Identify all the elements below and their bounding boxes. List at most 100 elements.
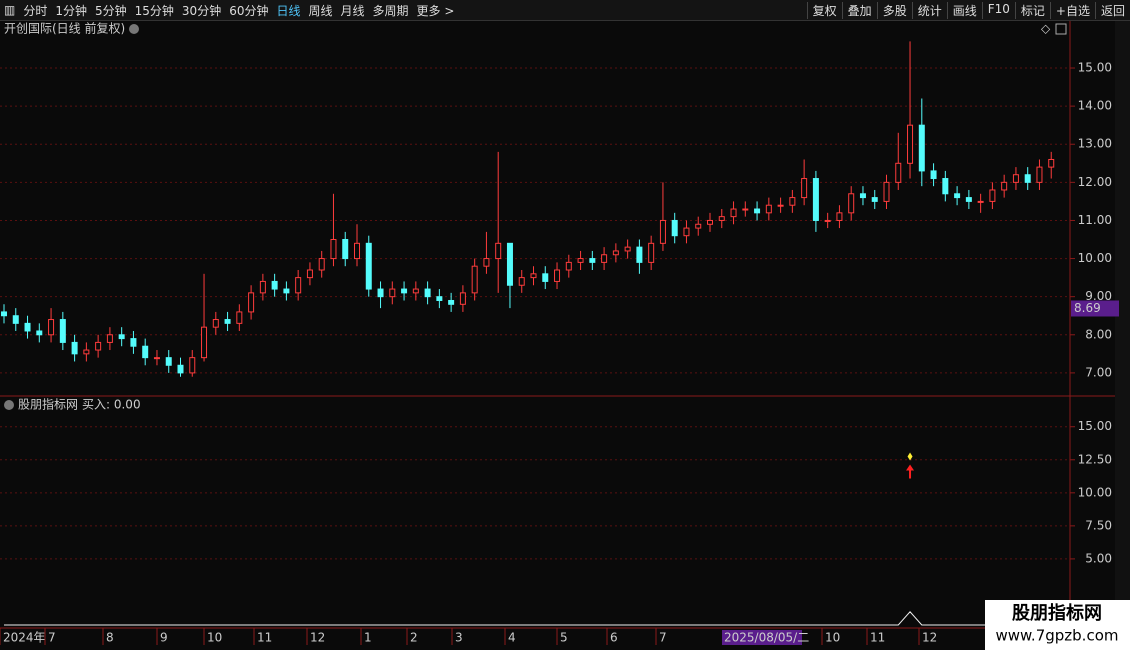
candle-body [165, 357, 172, 366]
tool-button[interactable]: 多股 [876, 1, 912, 19]
period-tab[interactable]: 30分钟 [181, 3, 222, 18]
date-label: 10 [825, 631, 840, 645]
candle-body [789, 197, 796, 206]
candle-body [377, 288, 384, 298]
candle-body [436, 296, 443, 301]
candle-body [1, 311, 7, 317]
candle-body [836, 212, 843, 221]
date-label: 5 [560, 631, 568, 645]
candle-body [1012, 174, 1019, 183]
candle-body [612, 250, 619, 256]
period-tabs: 分时 1分钟 5分钟 15分钟 30分钟 60分钟 日线 周线 月线 多周期 更多 > [19, 2, 806, 19]
candle-body [448, 299, 455, 305]
tool-button[interactable]: 画线 [946, 1, 982, 19]
candle-body [36, 330, 43, 336]
candle-body [989, 189, 996, 202]
candle-body [930, 170, 937, 180]
candle-body [601, 254, 608, 263]
y-tick-label: 15.00 [1078, 419, 1112, 433]
diamond-icon[interactable]: ◇ [1041, 22, 1051, 36]
candle-body [683, 227, 690, 237]
candle-body [824, 219, 831, 222]
candle-body [1024, 174, 1031, 183]
candle-body [754, 208, 761, 214]
candle-body [236, 311, 243, 324]
candle-body [401, 288, 408, 294]
candle-body [248, 292, 255, 313]
y-tick-label: 14.00 [1078, 99, 1112, 113]
candle-body [624, 246, 631, 252]
candle-body [577, 258, 584, 263]
candle-body [883, 181, 890, 202]
date-label: 6 [610, 631, 618, 645]
candle-body [330, 239, 337, 260]
title-dropdown[interactable] [129, 24, 139, 34]
candle-body [954, 193, 961, 199]
period-tab[interactable]: 多周期 [372, 3, 409, 18]
side-strip [1115, 20, 1130, 630]
period-tab[interactable]: 分时 [23, 3, 48, 18]
candle-body [59, 319, 66, 343]
candle-body [306, 269, 313, 279]
candle-body [212, 319, 219, 328]
candle-body [636, 246, 643, 263]
date-label: 11 [257, 631, 272, 645]
date-label: 2024年 [3, 631, 46, 645]
period-tab[interactable]: 5分钟 [95, 3, 127, 18]
candle-body [730, 208, 737, 218]
period-tab[interactable]: 周线 [308, 3, 333, 18]
tool-button[interactable]: +自选 [1049, 1, 1095, 19]
date-label: 8 [106, 631, 114, 645]
candle-body [142, 345, 149, 359]
indicator-name: 股朋指标网 [18, 397, 78, 412]
candle-body [389, 288, 396, 298]
period-tab[interactable]: 更多 > [416, 3, 455, 18]
tool-button[interactable]: 统计 [911, 1, 947, 19]
price-marker-label: 8.69 [1074, 301, 1101, 315]
candle-body [589, 258, 596, 263]
tool-button[interactable]: F10 [981, 1, 1015, 19]
indicator-dropdown[interactable] [4, 400, 14, 410]
chart-title: 开创国际(日线 前复权) [4, 21, 125, 36]
y-tick-label: 12.50 [1078, 452, 1112, 466]
period-tab[interactable]: 月线 [340, 3, 365, 18]
tool-button[interactable]: 标记 [1014, 1, 1050, 19]
candle-body [918, 124, 925, 172]
period-tab[interactable]: 15分钟 [134, 3, 174, 18]
candle-body [801, 178, 808, 199]
menu-icon[interactable]: ▥ [4, 3, 16, 17]
tool-button[interactable]: 叠加 [841, 1, 877, 19]
window-icon[interactable] [1055, 23, 1067, 35]
candle-body [648, 242, 655, 263]
date-label: 2 [410, 631, 418, 645]
candle-body [542, 273, 549, 282]
tool-buttons: 复权 叠加 多股 统计 画线 F10 标记 +自选 返回 [806, 1, 1130, 19]
candle-body [812, 178, 819, 221]
candle-body [354, 242, 360, 260]
price-marker [1071, 300, 1119, 317]
period-tab[interactable]: 60分钟 [229, 3, 269, 18]
y-tick-label: 8.00 [1085, 327, 1112, 341]
y-tick-label: 11.00 [1078, 213, 1112, 227]
period-tab[interactable]: 日线 [276, 3, 301, 18]
candle-body [895, 162, 902, 183]
y-tick-label: 9.00 [1085, 289, 1112, 303]
tool-button[interactable]: 返回 [1094, 1, 1130, 19]
candle-body [707, 219, 713, 225]
tool-button[interactable]: 复权 [806, 1, 842, 19]
candle-body [71, 341, 78, 355]
candle-body [12, 315, 19, 324]
date-label: 2025/08/05/二 [724, 631, 809, 645]
candle-body [177, 364, 184, 374]
y-tick-label: 5.00 [1085, 551, 1112, 565]
period-tab[interactable]: 1分钟 [55, 3, 87, 18]
signal-diamond [907, 452, 913, 461]
date-label: 7 [659, 631, 667, 645]
candle-body [1036, 166, 1043, 183]
candle-body [848, 193, 855, 214]
candle-body [130, 338, 137, 347]
candle-body [977, 200, 984, 203]
y-tick-label: 7.00 [1085, 365, 1112, 379]
